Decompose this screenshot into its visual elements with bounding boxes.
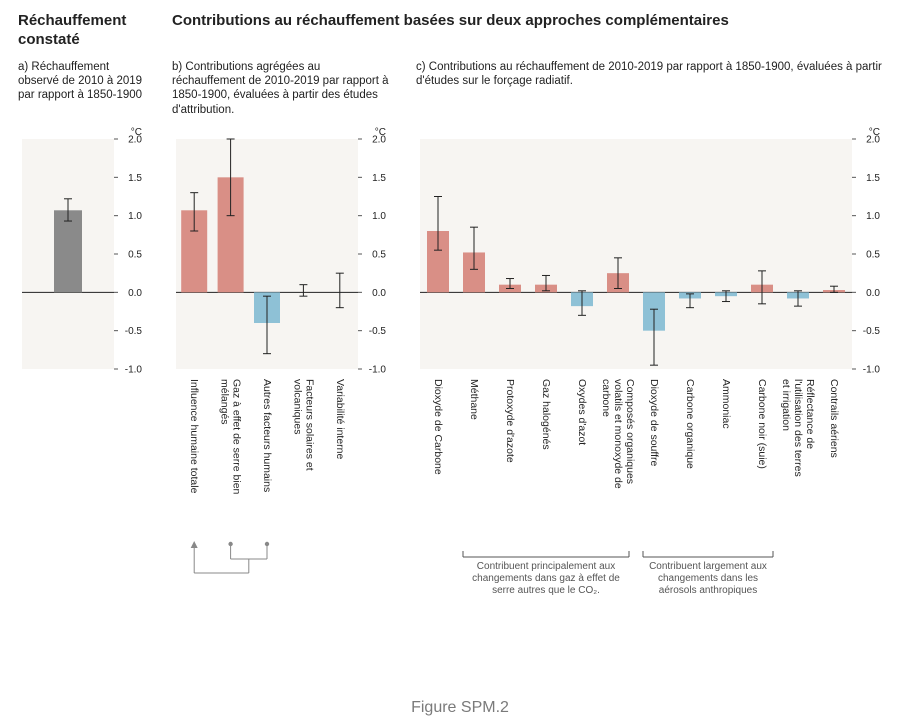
svg-text:mélangés: mélangés (219, 379, 231, 425)
svg-text:-1.0: -1.0 (369, 365, 387, 376)
svg-text:-0.5: -0.5 (863, 326, 881, 337)
svg-text:Dioxyde de souffre: Dioxyde de souffre (648, 379, 660, 467)
svg-text:Autres facteurs humains: Autres facteurs humains (261, 379, 273, 492)
svg-text:Carbone noir (suie): Carbone noir (suie) (756, 379, 768, 469)
panel-b-chart: °C-1.0-0.50.00.51.01.52.0Influence humai… (172, 123, 392, 683)
svg-text:2.0: 2.0 (128, 135, 142, 146)
panels-row: °C-1.0-0.50.00.51.01.52.0 °C-1.0-0.50.00… (18, 123, 902, 683)
svg-text:l'utilisation des terres: l'utilisation des terres (792, 379, 804, 477)
panel-c-subtitle: c) Contributions au réchauffement de 201… (416, 60, 886, 118)
svg-text:Contrails aériens: Contrails aériens (828, 379, 840, 458)
svg-text:Carbone organique: Carbone organique (684, 379, 696, 469)
subtitles-row: a) Réchauffement observé de 2010 à 2019 … (18, 54, 902, 118)
titles-row: Réchauffement constaté Contributions au … (18, 12, 902, 50)
svg-text:Contribuent principalement aux: Contribuent principalement aux (477, 561, 615, 572)
svg-text:changements dans gaz à effet d: changements dans gaz à effet de (472, 573, 620, 584)
svg-text:Dioxyde de Carbone: Dioxyde de Carbone (432, 379, 444, 475)
svg-text:volcaniques: volcaniques (291, 379, 303, 434)
svg-text:Oxydes d'azot: Oxydes d'azot (576, 379, 588, 445)
svg-text:Réflectance de: Réflectance de (804, 379, 816, 449)
svg-text:0.5: 0.5 (866, 250, 880, 261)
svg-text:0.0: 0.0 (128, 288, 142, 299)
svg-text:Contribuent largement aux: Contribuent largement aux (649, 561, 767, 572)
svg-text:-1.0: -1.0 (863, 365, 881, 376)
svg-text:changements dans les: changements dans les (658, 573, 758, 584)
svg-text:Méthane: Méthane (468, 379, 480, 420)
svg-text:0.0: 0.0 (372, 288, 386, 299)
panel-b-subtitle: b) Contributions agrégées au réchauffeme… (172, 60, 392, 118)
svg-text:0.0: 0.0 (866, 288, 880, 299)
svg-text:0.5: 0.5 (128, 250, 142, 261)
svg-text:2.0: 2.0 (866, 135, 880, 146)
svg-text:2.0: 2.0 (372, 135, 386, 146)
svg-text:Composés organiques: Composés organiques (624, 379, 636, 484)
section-title-left-wrap: Réchauffement constaté (18, 12, 148, 50)
svg-text:carbone: carbone (600, 379, 612, 417)
svg-text:-0.5: -0.5 (125, 326, 143, 337)
svg-text:Protoxyde d'azote: Protoxyde d'azote (504, 379, 516, 463)
svg-text:Facteurs solaires et: Facteurs solaires et (303, 379, 315, 471)
svg-text:Gaz halogénés: Gaz halogénés (540, 379, 552, 450)
section-title-left: Réchauffement constaté (18, 12, 148, 50)
section-title-right-wrap: Contributions au réchauffement basées su… (172, 12, 902, 50)
svg-text:1.5: 1.5 (372, 173, 386, 184)
figure-caption: Figure SPM.2 (18, 699, 902, 717)
svg-text:1.0: 1.0 (128, 211, 142, 222)
section-title-right: Contributions au réchauffement basées su… (172, 12, 902, 31)
svg-text:et irrigation: et irrigation (780, 379, 792, 431)
svg-text:Variabilité interne: Variabilité interne (334, 379, 346, 460)
panel-a-chart: °C-1.0-0.50.00.51.01.52.0 (18, 123, 148, 683)
panel-a-subtitle: a) Réchauffement observé de 2010 à 2019 … (18, 60, 148, 118)
panel-c-chart: °C-1.0-0.50.00.51.01.52.0Dioxyde de Carb… (416, 123, 886, 683)
svg-text:Gaz à effet de serre bien: Gaz à effet de serre bien (231, 379, 243, 495)
svg-text:Ammoniac: Ammoniac (720, 379, 732, 429)
svg-text:1.0: 1.0 (866, 211, 880, 222)
svg-text:0.5: 0.5 (372, 250, 386, 261)
svg-text:volatils et monoxyde de: volatils et monoxyde de (612, 379, 624, 489)
svg-text:-0.5: -0.5 (369, 326, 387, 337)
svg-text:1.0: 1.0 (372, 211, 386, 222)
svg-text:Influence humaine totale: Influence humaine totale (188, 379, 200, 494)
svg-text:1.5: 1.5 (866, 173, 880, 184)
svg-text:-1.0: -1.0 (125, 365, 143, 376)
svg-text:aérosols anthropiques: aérosols anthropiques (659, 585, 757, 596)
svg-text:1.5: 1.5 (128, 173, 142, 184)
svg-text:serre autres que le CO₂.: serre autres que le CO₂. (492, 585, 600, 596)
